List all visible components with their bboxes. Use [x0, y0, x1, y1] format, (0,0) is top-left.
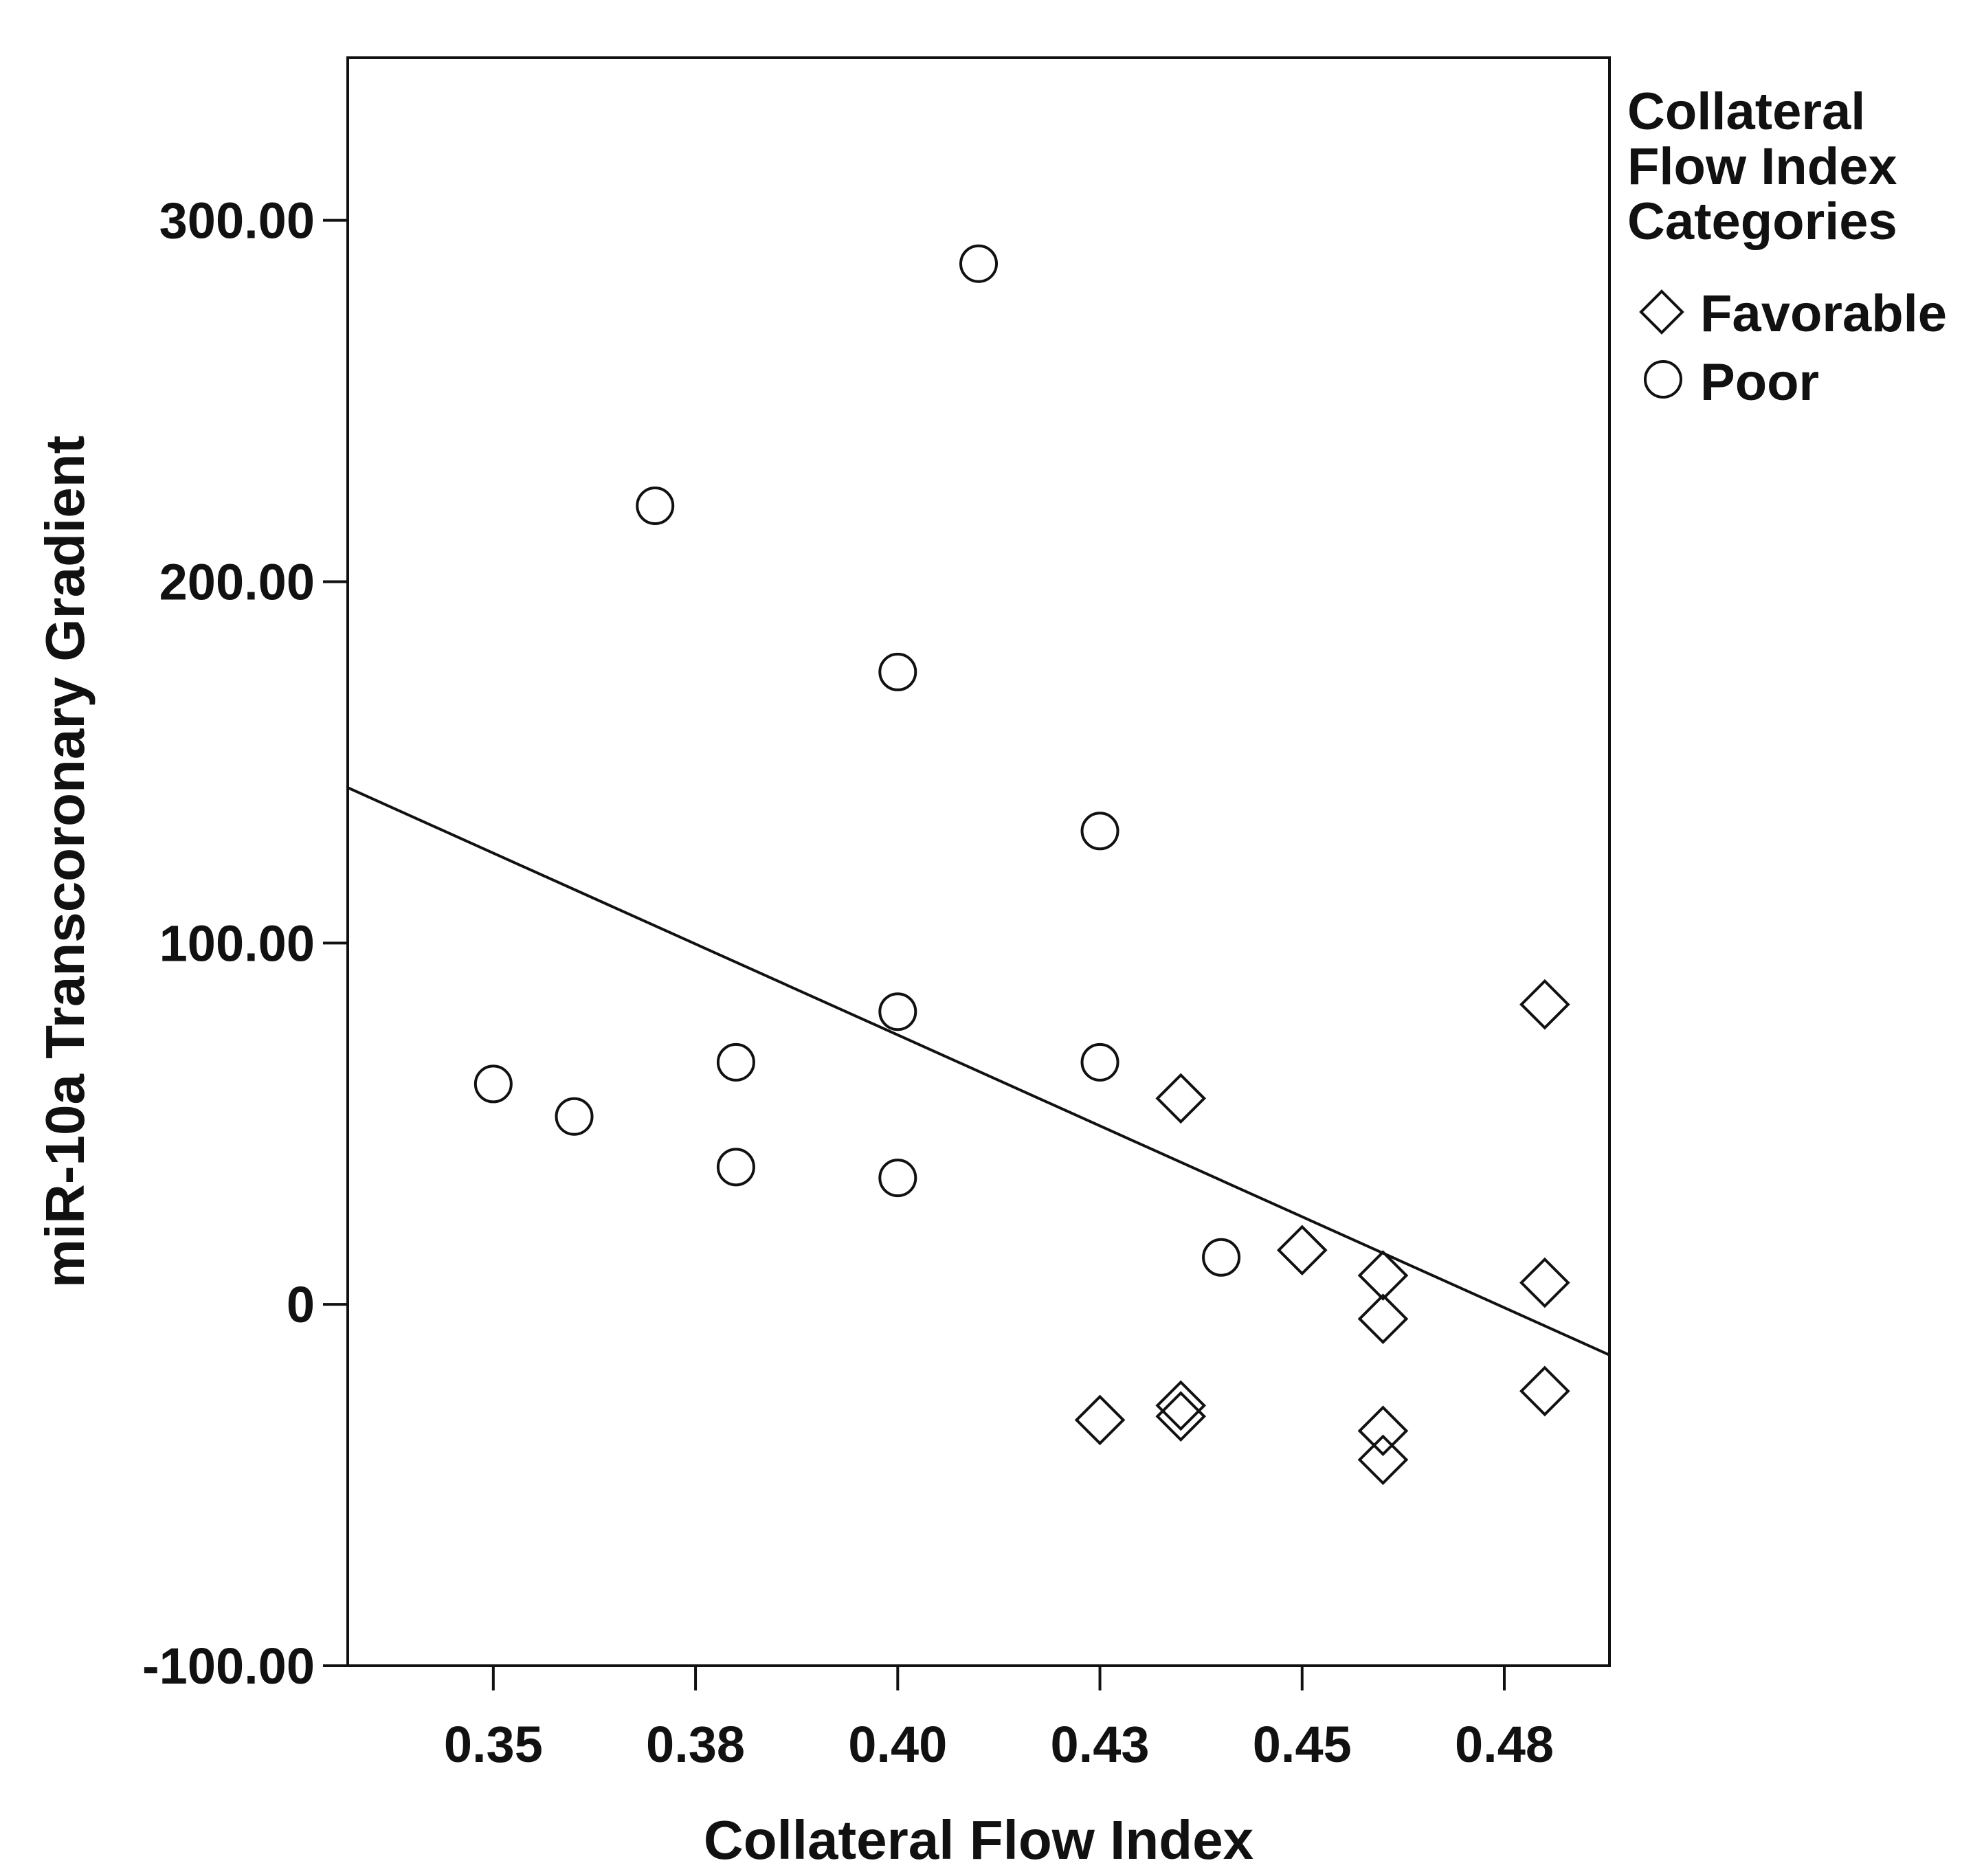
y-tick-label: 0	[287, 1276, 315, 1333]
favorable-point	[1519, 979, 1570, 1030]
fit-line-group	[347, 786, 1610, 1356]
favorable-point	[1357, 1434, 1409, 1486]
poor-point	[716, 1148, 755, 1187]
x-tick-label: 0.45	[1253, 1716, 1352, 1773]
y-axis: -100.00 0 100.00 200.00 300.00	[142, 192, 348, 1695]
plot-frame	[346, 56, 1611, 1667]
legend-poor-circle-icon	[1644, 360, 1682, 399]
favorable-point	[1276, 1225, 1328, 1276]
poor-point	[555, 1097, 594, 1136]
favorable-point	[1074, 1394, 1126, 1446]
y-tick-label: 300.00	[159, 192, 315, 249]
poor-point	[636, 487, 675, 526]
data-points	[473, 244, 1570, 1486]
legend-favorable-diamond-icon	[1639, 289, 1684, 335]
favorable-point	[1357, 1293, 1409, 1345]
x-axis-title: Collateral Flow Index	[704, 1809, 1253, 1871]
poor-point	[878, 652, 917, 691]
legend: Collateral Flow Index Categories Favorab…	[1627, 82, 1947, 412]
y-tick-label: -100.00	[142, 1638, 315, 1695]
favorable-point	[1155, 1073, 1207, 1124]
poor-point	[1080, 1042, 1119, 1082]
poor-point	[959, 244, 998, 283]
favorable-point	[1357, 1250, 1409, 1301]
poor-point	[473, 1064, 513, 1104]
legend-title-line-1: Collateral	[1627, 82, 1865, 141]
x-tick-label: 0.38	[646, 1716, 745, 1773]
x-tick-label: 0.48	[1455, 1716, 1554, 1773]
y-tick-label: 100.00	[159, 915, 315, 972]
favorable-point	[1155, 1380, 1207, 1431]
x-tick-label: 0.43	[1051, 1716, 1150, 1773]
poor-point	[1080, 812, 1119, 851]
y-axis-title: miR-10a Transcoronary Gradient	[34, 436, 96, 1288]
legend-title-line-2: Flow Index	[1627, 137, 1897, 196]
favorable-point	[1357, 1405, 1409, 1457]
x-tick-label: 0.40	[848, 1716, 947, 1773]
x-axis: 0.35 0.38 0.40 0.43 0.45 0.48	[444, 1666, 1554, 1773]
regression-line	[347, 786, 1610, 1356]
poor-point	[878, 992, 917, 1031]
legend-label-poor: Poor	[1700, 353, 1819, 412]
poor-point	[716, 1042, 755, 1082]
poor-point	[1202, 1238, 1241, 1277]
favorable-point	[1155, 1391, 1207, 1442]
x-tick-label: 0.35	[444, 1716, 543, 1773]
poor-point	[878, 1159, 917, 1198]
favorable-point	[1519, 1365, 1570, 1417]
legend-label-favorable: Favorable	[1700, 284, 1947, 343]
legend-title-line-3: Categories	[1627, 192, 1897, 251]
favorable-point	[1519, 1257, 1570, 1308]
y-tick-label: 200.00	[159, 553, 315, 610]
